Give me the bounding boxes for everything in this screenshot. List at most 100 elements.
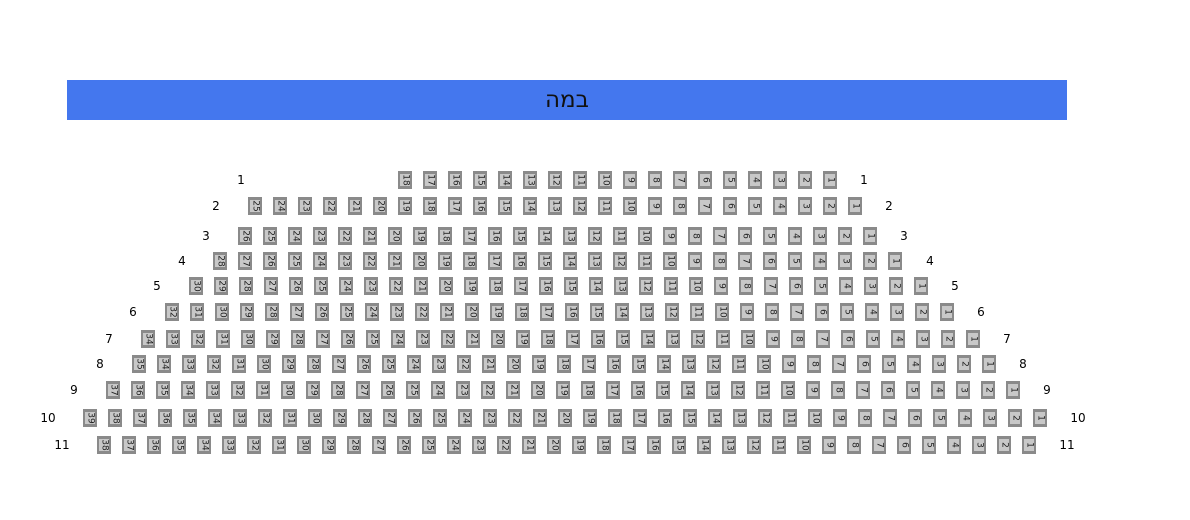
seat[interactable]: 13 [523,171,537,189]
seat[interactable]: 4 [865,303,879,321]
seat[interactable]: 36 [158,409,172,427]
seat[interactable]: 27 [264,277,278,295]
seat[interactable]: 23 [432,355,446,373]
seat[interactable]: 8 [648,171,662,189]
seat[interactable]: 13 [614,277,628,295]
seat[interactable]: 9 [663,227,677,245]
seat[interactable]: 10 [741,330,755,348]
seat[interactable]: 16 [473,197,487,215]
seat[interactable]: 35 [183,409,197,427]
seat[interactable]: 23 [298,197,312,215]
seat[interactable]: 25 [314,277,328,295]
seat[interactable]: 11 [756,381,770,399]
seat[interactable]: 18 [423,197,437,215]
seat[interactable]: 7 [713,227,727,245]
seat[interactable]: 15 [498,197,512,215]
seat[interactable]: 17 [633,409,647,427]
seat[interactable]: 15 [473,171,487,189]
seat[interactable]: 19 [413,227,427,245]
seat[interactable]: 14 [681,381,695,399]
seat[interactable]: 12 [665,303,679,321]
seat[interactable]: 31 [272,436,286,454]
seat[interactable]: 27 [383,409,397,427]
seat[interactable]: 4 [947,436,961,454]
seat[interactable]: 4 [839,277,853,295]
seat[interactable]: 4 [813,252,827,270]
seat[interactable]: 9 [833,409,847,427]
seat[interactable]: 16 [448,171,462,189]
seat[interactable]: 25 [406,381,420,399]
seat[interactable]: 3 [983,409,997,427]
seat[interactable]: 10 [663,252,677,270]
seat[interactable]: 3 [838,252,852,270]
seat[interactable]: 11 [783,409,797,427]
seat[interactable]: 2 [823,197,837,215]
seat[interactable]: 21 [482,355,496,373]
seat[interactable]: 22 [338,227,352,245]
seat[interactable]: 17 [622,436,636,454]
seat[interactable]: 27 [316,330,330,348]
seat[interactable]: 15 [672,436,686,454]
seat[interactable]: 14 [697,436,711,454]
seat[interactable]: 21 [506,381,520,399]
seat[interactable]: 19 [464,277,478,295]
seat[interactable]: 5 [840,303,854,321]
seat[interactable]: 32 [191,330,205,348]
seat[interactable]: 19 [438,252,452,270]
seat[interactable]: 8 [791,330,805,348]
seat[interactable]: 6 [897,436,911,454]
seat[interactable]: 25 [433,409,447,427]
seat[interactable]: 28 [213,252,227,270]
seat[interactable]: 28 [358,409,372,427]
seat[interactable]: 12 [758,409,772,427]
seat[interactable]: 18 [398,171,412,189]
seat[interactable]: 30 [189,277,203,295]
seat[interactable]: 5 [814,277,828,295]
seat[interactable]: 26 [381,381,395,399]
seat[interactable]: 28 [265,303,279,321]
seat[interactable]: 5 [866,330,880,348]
seat[interactable]: 23 [313,227,327,245]
seat[interactable]: 38 [108,409,122,427]
seat[interactable]: 6 [738,227,752,245]
seat[interactable]: 30 [308,409,322,427]
seat[interactable]: 12 [613,252,627,270]
seat[interactable]: 21 [388,252,402,270]
seat[interactable]: 15 [590,303,604,321]
seat[interactable]: 18 [438,227,452,245]
seat[interactable]: 19 [572,436,586,454]
seat[interactable]: 20 [413,252,427,270]
seat[interactable]: 2 [915,303,929,321]
seat[interactable]: 7 [872,436,886,454]
seat[interactable]: 21 [522,436,536,454]
seat[interactable]: 9 [623,171,637,189]
seat[interactable]: 3 [916,330,930,348]
seat[interactable]: 1 [966,330,980,348]
seat[interactable]: 37 [106,381,120,399]
seat[interactable]: 15 [513,227,527,245]
seat[interactable]: 22 [497,436,511,454]
seat[interactable]: 22 [481,381,495,399]
seat[interactable]: 31 [232,355,246,373]
seat[interactable]: 13 [588,252,602,270]
seat[interactable]: 6 [698,171,712,189]
seat[interactable]: 25 [366,330,380,348]
seat[interactable]: 8 [713,252,727,270]
seat[interactable]: 26 [263,252,277,270]
seat[interactable]: 13 [733,409,747,427]
seat[interactable]: 14 [538,227,552,245]
seat[interactable]: 21 [440,303,454,321]
seat[interactable]: 29 [266,330,280,348]
seat[interactable]: 27 [238,252,252,270]
seat[interactable]: 16 [631,381,645,399]
seat[interactable]: 23 [416,330,430,348]
seat[interactable]: 27 [372,436,386,454]
seat[interactable]: 16 [607,355,621,373]
seat[interactable]: 14 [523,197,537,215]
seat[interactable]: 28 [239,277,253,295]
seat[interactable]: 17 [582,355,596,373]
seat[interactable]: 10 [689,277,703,295]
seat[interactable]: 1 [888,252,902,270]
seat[interactable]: 14 [563,252,577,270]
seat[interactable]: 15 [564,277,578,295]
